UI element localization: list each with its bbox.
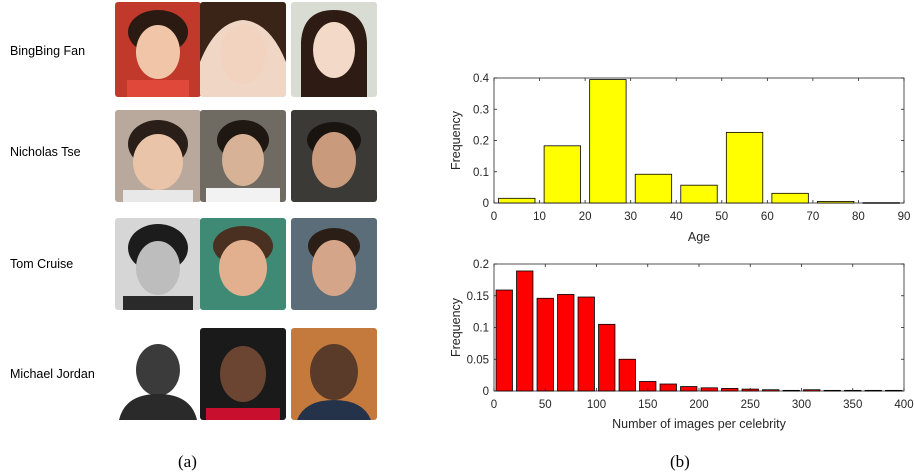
- x-tick-label: 400: [894, 399, 913, 411]
- face-photo-nicholas-tse-child: [115, 110, 201, 202]
- bar: [557, 294, 575, 392]
- x-tick-label: 350: [843, 399, 862, 411]
- face-photo-michael-jordan-adult: [291, 328, 377, 420]
- bar: [680, 184, 718, 204]
- y-tick-label: 0: [483, 198, 489, 210]
- x-tick-label: 300: [792, 399, 811, 411]
- bar: [543, 145, 581, 204]
- face-photo-tom-cruise-adult: [291, 218, 377, 310]
- x-tick-label: 50: [539, 399, 552, 411]
- person-name-nicholas-tse: Nicholas Tse: [10, 145, 81, 159]
- x-tick-label: 90: [898, 211, 911, 223]
- x-tick-label: 30: [624, 211, 637, 223]
- x-tick-label: 150: [638, 399, 657, 411]
- x-tick-label: 40: [670, 211, 683, 223]
- x-tick-label: 20: [579, 211, 592, 223]
- bar: [817, 201, 855, 204]
- person-name-michael-jordan: Michael Jordan: [10, 367, 95, 381]
- x-tick-label: 0: [491, 399, 497, 411]
- x-tick-label: 50: [715, 211, 728, 223]
- y-axis-label: Frequency: [449, 110, 463, 170]
- plot-frame: [493, 77, 905, 204]
- plot-frame: [493, 263, 905, 392]
- bar: [680, 386, 698, 392]
- x-tick-label: 70: [806, 211, 819, 223]
- bar: [495, 289, 513, 392]
- face-photo-michael-jordan-child-bw: [115, 328, 201, 420]
- y-tick-label: 0: [483, 386, 489, 398]
- person-name-tom-cruise: Tom Cruise: [10, 257, 74, 271]
- bar: [536, 297, 554, 392]
- face-photo-nicholas-tse-adult: [291, 110, 377, 202]
- bar: [618, 358, 636, 392]
- bar: [659, 383, 677, 392]
- bar: [498, 197, 536, 204]
- y-tick-label: 0.2: [473, 259, 489, 271]
- face-photo-tom-cruise-young: [200, 218, 286, 310]
- face-photo-bingbing-fan-child: [115, 2, 201, 97]
- bar: [844, 389, 862, 392]
- y-tick-label: 0.3: [473, 104, 489, 116]
- face-photo-nicholas-tse-teen: [200, 110, 286, 202]
- bar: [862, 202, 900, 204]
- y-tick-label: 0.1: [473, 167, 489, 179]
- y-tick-label: 0.05: [467, 354, 489, 366]
- face-photo-bingbing-fan-adult: [291, 2, 377, 97]
- y-tick-label: 0.4: [473, 73, 490, 85]
- bar: [516, 270, 534, 392]
- x-tick-label: 60: [761, 211, 774, 223]
- x-tick-label: 10: [533, 211, 546, 223]
- x-tick-label: 100: [587, 399, 606, 411]
- bar: [885, 389, 903, 392]
- bar: [577, 296, 595, 392]
- face-photo-tom-cruise-teen-bw: [115, 218, 201, 310]
- bar: [803, 389, 821, 392]
- bar: [598, 323, 616, 392]
- bar: [864, 389, 882, 392]
- bar: [700, 387, 718, 392]
- y-tick-label: 0.1: [473, 323, 489, 335]
- x-tick-label: 80: [852, 211, 865, 223]
- x-tick-label: 250: [741, 399, 760, 411]
- panel-label-a: (a): [178, 452, 197, 471]
- y-axis-label: Frequency: [449, 297, 463, 357]
- chart-1: 0 10 20 30 40 50 60 70 80 90 0 0.1 0.2 0.3 0.4 Age Frequ…: [449, 73, 910, 244]
- y-tick-label: 0.15: [467, 291, 489, 303]
- bar: [721, 388, 739, 392]
- bar: [741, 388, 759, 392]
- face-photo-michael-jordan-young: [200, 328, 286, 420]
- bar: [762, 389, 780, 392]
- bar: [725, 131, 764, 204]
- bar: [823, 389, 841, 392]
- chart-2: 0 50 100 150 200 250 300 350 400 0 0.05 0.1 0.15 0.2 N…: [449, 259, 914, 431]
- x-tick-label: 200: [689, 399, 708, 411]
- bar: [771, 192, 809, 204]
- bar: [639, 381, 657, 392]
- bar: [589, 79, 627, 204]
- bar: [634, 173, 673, 204]
- person-name-bingbing-fan: BingBing Fan: [10, 44, 86, 58]
- face-photo-bingbing-fan-teen: [200, 2, 286, 97]
- x-axis-label: Age: [688, 230, 710, 244]
- bar: [782, 389, 800, 392]
- y-tick-label: 0.2: [473, 136, 489, 148]
- x-axis-label: Number of images per celebrity: [612, 417, 786, 431]
- panel-label-b: (b): [670, 452, 690, 471]
- x-tick-label: 0: [491, 211, 497, 223]
